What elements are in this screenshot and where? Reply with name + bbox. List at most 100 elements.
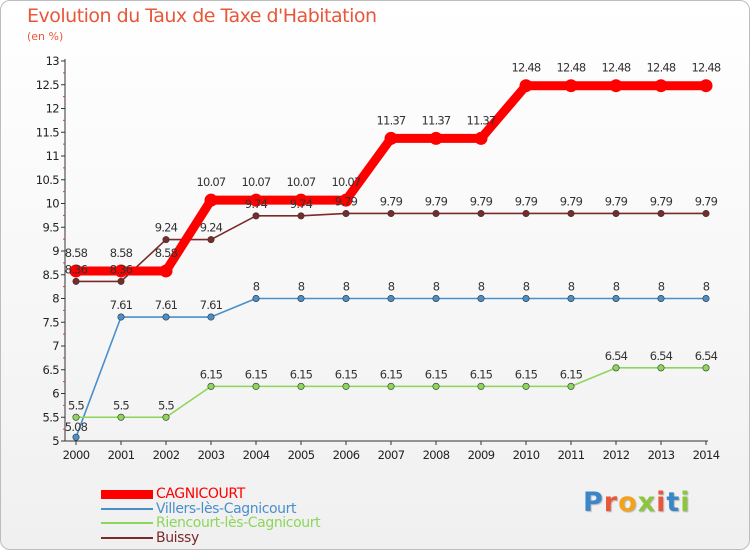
legend-swatch [101, 536, 153, 539]
data-label-riencourt-l-s-cagnicourt: 6.15 [560, 367, 583, 381]
legend-swatch [101, 489, 153, 499]
legend-label: CAGNICOURT [156, 486, 245, 502]
data-point-villers-l-s-cagnicourt [702, 294, 710, 302]
x-tick-label: 2008 [423, 448, 450, 462]
data-point-villers-l-s-cagnicourt [657, 294, 665, 302]
data-point-riencourt-l-s-cagnicourt [342, 382, 350, 390]
data-label-cagnicourt: 11.37 [377, 113, 406, 127]
data-label-villers-l-s-cagnicourt: 8 [478, 280, 485, 294]
data-point-villers-l-s-cagnicourt [477, 294, 485, 302]
y-tick-label: 13 [46, 54, 60, 68]
data-label-villers-l-s-cagnicourt: 8 [568, 280, 575, 294]
data-label-buissy: 9.79 [380, 194, 403, 208]
data-point-riencourt-l-s-cagnicourt [117, 413, 125, 421]
data-label-cagnicourt: 8.58 [155, 246, 178, 260]
data-label-villers-l-s-cagnicourt: 7.61 [155, 298, 178, 312]
data-label-cagnicourt: 10.07 [242, 175, 271, 189]
data-label-cagnicourt: 12.48 [647, 61, 676, 75]
data-label-buissy: 9.79 [605, 194, 628, 208]
data-label-riencourt-l-s-cagnicourt: 6.54 [695, 349, 718, 363]
data-point-buissy [432, 209, 440, 217]
x-tick-label: 2012 [603, 448, 630, 462]
x-tick-label: 2000 [63, 448, 90, 462]
x-tick-label: 2010 [513, 448, 540, 462]
y-tick-label: 6 [52, 387, 59, 401]
data-label-villers-l-s-cagnicourt: 8 [388, 280, 395, 294]
proxiti-logo: Proxiti [583, 487, 691, 518]
y-tick-label: 5 [52, 434, 59, 448]
data-point-villers-l-s-cagnicourt [387, 294, 395, 302]
data-label-buissy: 9.79 [695, 194, 718, 208]
chart-title: Evolution du Taux de Taxe d'Habitation [27, 5, 377, 27]
data-point-riencourt-l-s-cagnicourt [72, 413, 80, 421]
data-label-buissy: 9.24 [200, 221, 223, 235]
data-point-villers-l-s-cagnicourt [432, 294, 440, 302]
x-tick-label: 2014 [693, 448, 720, 462]
legend-swatch [101, 507, 153, 510]
data-point-buissy [522, 209, 530, 217]
data-point-cagnicourt [294, 193, 308, 207]
data-label-riencourt-l-s-cagnicourt: 6.15 [335, 367, 358, 381]
data-point-villers-l-s-cagnicourt [117, 313, 125, 321]
data-point-buissy [387, 209, 395, 217]
y-tick-label: 12.5 [36, 78, 59, 92]
data-label-villers-l-s-cagnicourt: 8 [658, 280, 665, 294]
data-point-buissy [477, 209, 485, 217]
data-point-buissy [567, 209, 575, 217]
data-point-cagnicourt [429, 131, 443, 145]
data-point-buissy [207, 236, 215, 244]
x-tick-label: 2009 [468, 448, 495, 462]
x-tick-label: 2001 [108, 448, 135, 462]
data-point-riencourt-l-s-cagnicourt [702, 364, 710, 372]
data-label-buissy: 8.36 [65, 262, 88, 276]
data-point-villers-l-s-cagnicourt [252, 294, 260, 302]
x-tick-label: 2007 [378, 448, 405, 462]
data-label-cagnicourt: 8.58 [110, 246, 133, 260]
y-tick-label: 8 [52, 292, 59, 306]
data-label-riencourt-l-s-cagnicourt: 6.15 [200, 367, 223, 381]
data-point-villers-l-s-cagnicourt [72, 433, 80, 441]
data-point-riencourt-l-s-cagnicourt [207, 382, 215, 390]
data-label-buissy: 9.79 [425, 194, 448, 208]
data-point-buissy [342, 209, 350, 217]
y-tick-label: 10.5 [36, 173, 59, 187]
data-label-riencourt-l-s-cagnicourt: 6.54 [605, 349, 628, 363]
data-point-buissy [72, 277, 80, 285]
data-point-villers-l-s-cagnicourt [612, 294, 620, 302]
data-label-cagnicourt: 11.37 [467, 113, 496, 127]
data-point-villers-l-s-cagnicourt [162, 313, 170, 321]
data-point-buissy [702, 209, 710, 217]
data-label-riencourt-l-s-cagnicourt: 5.5 [158, 398, 174, 412]
data-point-cagnicourt [114, 264, 128, 278]
x-tick-label: 2002 [153, 448, 180, 462]
data-label-villers-l-s-cagnicourt: 7.61 [200, 298, 223, 312]
data-label-buissy: 9.74 [245, 197, 268, 211]
data-point-buissy [612, 209, 620, 217]
data-label-buissy: 9.79 [335, 194, 358, 208]
legend-label: Villers-lès-Cagnicourt [156, 500, 297, 517]
data-label-buissy: 9.79 [470, 194, 493, 208]
data-label-cagnicourt: 12.48 [557, 61, 586, 75]
data-point-cagnicourt [654, 79, 668, 93]
data-point-riencourt-l-s-cagnicourt [567, 382, 575, 390]
data-point-cagnicourt [519, 79, 533, 93]
data-label-riencourt-l-s-cagnicourt: 5.5 [113, 398, 129, 412]
data-point-cagnicourt [204, 193, 218, 207]
y-tick-label: 12 [46, 102, 60, 116]
x-tick-label: 2003 [198, 448, 225, 462]
data-point-cagnicourt [69, 264, 83, 278]
legend-label: Riencourt-lès-Cagnicourt [156, 515, 321, 531]
data-label-villers-l-s-cagnicourt: 7.61 [110, 298, 133, 312]
data-point-riencourt-l-s-cagnicourt [252, 382, 260, 390]
data-point-cagnicourt [384, 131, 398, 145]
data-label-riencourt-l-s-cagnicourt: 6.15 [470, 367, 493, 381]
data-label-cagnicourt: 12.48 [512, 61, 541, 75]
x-tick-label: 2005 [288, 448, 315, 462]
data-label-riencourt-l-s-cagnicourt: 6.15 [245, 367, 268, 381]
data-point-buissy [117, 277, 125, 285]
data-label-villers-l-s-cagnicourt: 8 [613, 280, 620, 294]
data-label-buissy: 9.79 [560, 194, 583, 208]
data-point-riencourt-l-s-cagnicourt [297, 382, 305, 390]
